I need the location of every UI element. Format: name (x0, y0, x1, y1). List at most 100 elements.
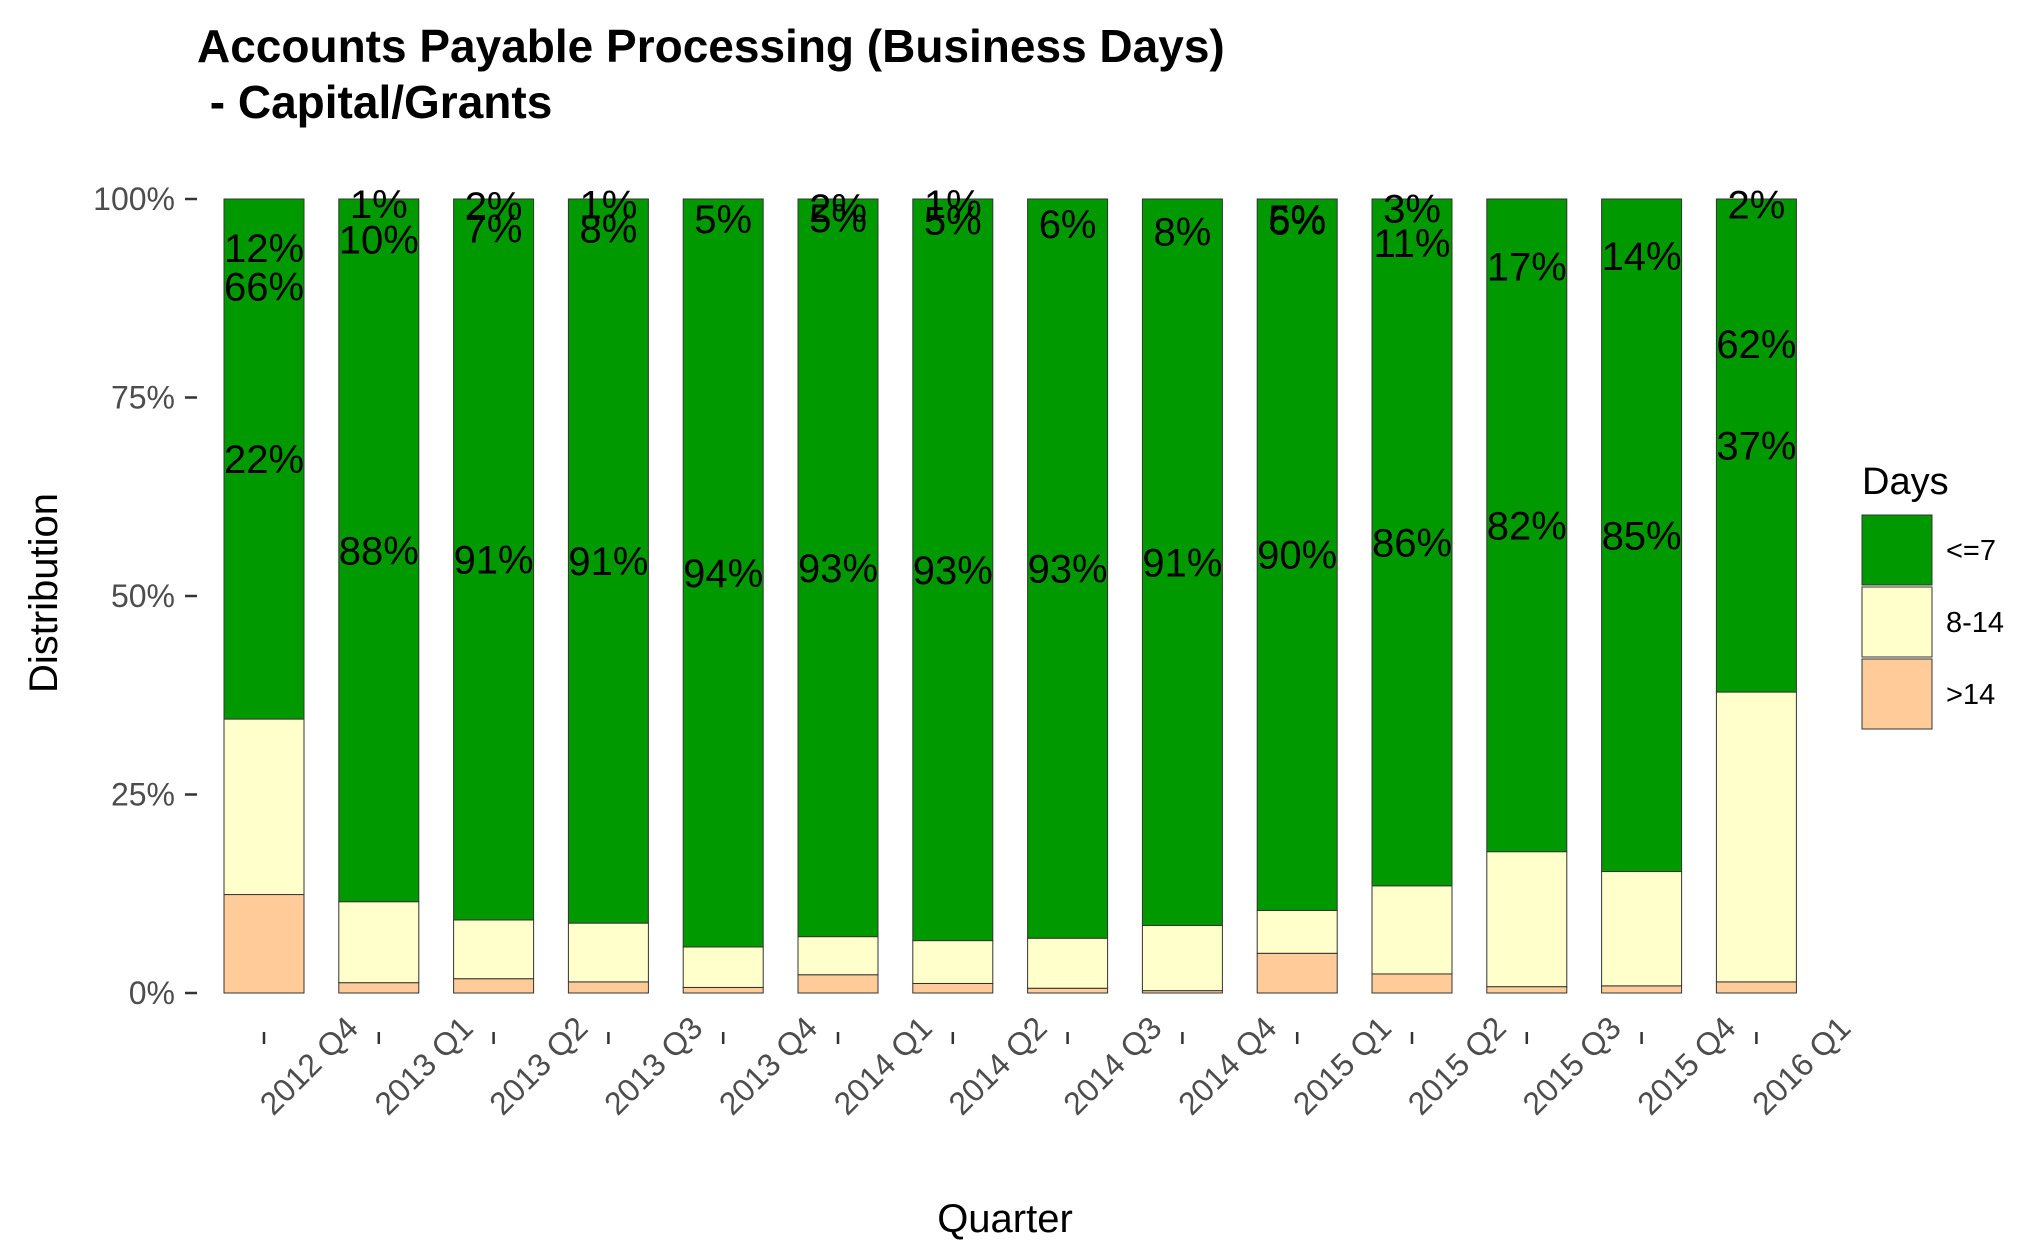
bar-segment (1371, 198, 1453, 887)
data-label: 2% (1727, 184, 1785, 228)
chart-title-line1: Accounts Payable Processing (Business Da… (197, 20, 1225, 72)
data-label: 6% (1268, 199, 1326, 243)
data-label: 37% (1716, 425, 1796, 469)
bar-segment (567, 981, 649, 994)
bar-segment (453, 978, 535, 994)
data-label: 93% (1028, 548, 1108, 592)
x-tick-label: 2014 Q1 (827, 1009, 939, 1121)
bar-segment (1256, 909, 1338, 954)
data-label: 62% (1716, 323, 1796, 367)
y-tick-label: 0% (129, 975, 175, 1011)
legend: <=7 8-14 >14 (1861, 514, 2004, 730)
data-label: 1% (924, 183, 982, 227)
data-label: 7% (465, 207, 523, 251)
bar-segment (1601, 198, 1683, 873)
legend-key (1861, 514, 1933, 586)
bar-segment (453, 919, 535, 980)
legend-key (1861, 586, 1933, 658)
y-tick-label: 75% (111, 380, 175, 416)
data-label: 90% (1257, 534, 1337, 578)
data-label: 5% (924, 199, 982, 243)
bar-segment (912, 940, 994, 984)
data-labels-layer: 22%66%12%88%10%1%91%7%2%91%8%1%94%5%93%5… (224, 183, 1796, 596)
data-label: 2% (465, 185, 523, 229)
data-label: 86% (1372, 521, 1452, 565)
bar-segment (567, 922, 649, 983)
x-tick-label: 2013 Q4 (712, 1009, 824, 1121)
bar-segment (338, 982, 420, 994)
x-tick-label: 2013 Q1 (367, 1009, 479, 1121)
data-label: 94% (683, 552, 763, 596)
y-tick-label: 25% (111, 777, 175, 813)
data-label: 14% (1602, 235, 1682, 279)
bar-segment (1027, 198, 1109, 939)
bar-segment (1486, 851, 1568, 988)
bar-segment (338, 901, 420, 984)
bar-segment (797, 198, 879, 938)
y-tick-label: 50% (111, 578, 175, 614)
bar-segment (223, 718, 305, 896)
data-label: 3% (1383, 188, 1441, 232)
data-label: 8% (1153, 211, 1211, 255)
bar-segment (338, 198, 420, 903)
x-tick-label: 2015 Q1 (1286, 1009, 1398, 1121)
data-label: 93% (798, 547, 878, 591)
legend-key (1861, 658, 1933, 730)
bar-segment (797, 936, 879, 976)
data-label: 17% (1487, 245, 1567, 289)
bar-segment (797, 974, 879, 994)
bar-segment (223, 894, 305, 994)
legend-title: Days (1862, 461, 1949, 503)
bars-layer (223, 198, 1797, 994)
x-axis: 2012 Q4 2013 Q1 2013 Q2 2013 Q3 2013 Q4 2014 … (253, 1009, 1858, 1121)
x-tick-label: 2014 Q3 (1056, 1009, 1168, 1121)
bar-segment (1715, 198, 1797, 693)
data-label: 5% (694, 198, 752, 242)
bar-segment (1715, 691, 1797, 983)
bar-segment (1256, 198, 1338, 911)
x-tick-label: 2016 Q1 (1745, 1009, 1857, 1121)
bar-segment (1371, 973, 1453, 994)
data-label: 1% (579, 184, 637, 228)
data-label: 1% (350, 183, 408, 227)
bar-segment (1371, 885, 1453, 975)
data-label: 8% (579, 207, 637, 251)
data-label: 10% (339, 218, 419, 262)
bar-segment (1141, 198, 1223, 927)
bar-segment (223, 198, 305, 720)
x-tick-label: 2014 Q4 (1171, 1009, 1283, 1121)
bar-segment (912, 982, 994, 994)
legend-label: 8-14 (1946, 607, 2004, 639)
data-label: 12% (224, 227, 304, 271)
bar-segment (682, 986, 764, 994)
data-label: 6% (1039, 203, 1097, 247)
y-axis-title: Distribution (22, 493, 66, 693)
bar-segment (453, 198, 535, 921)
data-label: 5% (809, 197, 867, 241)
data-label: 82% (1487, 504, 1567, 548)
chart-title-line2: - Capital/Grants (197, 76, 552, 128)
x-tick-label: 2012 Q4 (253, 1009, 365, 1121)
data-label: 91% (1142, 541, 1222, 585)
bar-segment (567, 198, 649, 924)
data-label: 22% (224, 438, 304, 482)
bar-segment (682, 198, 764, 948)
x-tick-label: 2013 Q2 (482, 1009, 594, 1121)
bar-segment (1486, 198, 1568, 853)
bar-segment (1027, 937, 1109, 989)
y-tick-label: 100% (93, 181, 175, 217)
legend-label: >14 (1946, 679, 1995, 711)
data-label: 91% (454, 538, 534, 582)
data-label: 5% (1268, 198, 1326, 242)
bar-segment (1141, 925, 1223, 992)
x-tick-label: 2014 Q2 (941, 1009, 1053, 1121)
data-label: 93% (913, 549, 993, 593)
data-label: 85% (1602, 514, 1682, 558)
bar-segment (682, 946, 764, 988)
x-axis-title: Quarter (937, 1197, 1073, 1241)
x-tick-label: 2015 Q2 (1401, 1009, 1513, 1121)
x-tick-label: 2015 Q3 (1515, 1009, 1627, 1121)
legend-label: <=7 (1946, 535, 1996, 567)
